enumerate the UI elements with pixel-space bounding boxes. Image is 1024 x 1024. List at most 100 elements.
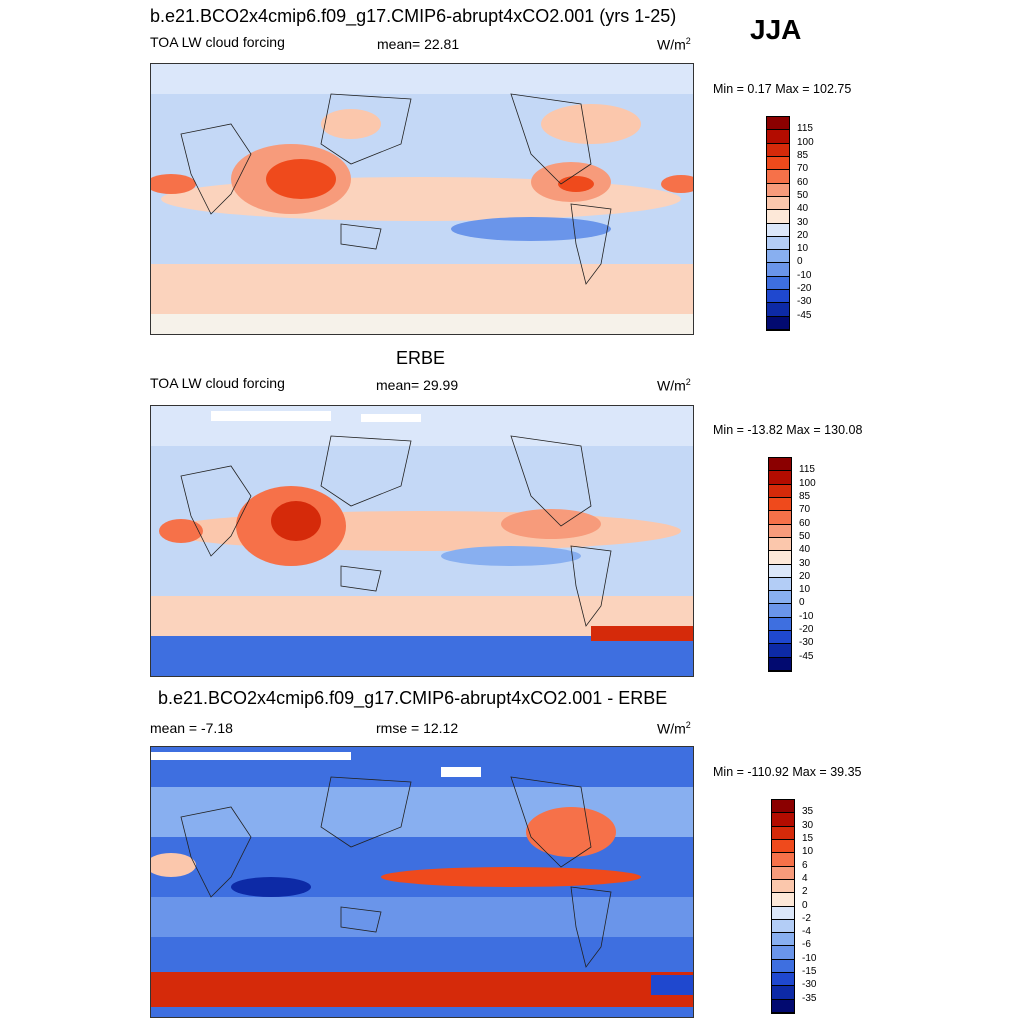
colorbar-box xyxy=(772,893,794,907)
colorbar-label: 85 xyxy=(799,490,811,502)
panel2-map xyxy=(150,405,694,677)
colorbar-label: 60 xyxy=(797,176,809,188)
colorbar-box xyxy=(772,839,794,854)
colorbar-label: 60 xyxy=(799,517,811,529)
colorbar-box xyxy=(769,524,791,538)
colorbar-label: 70 xyxy=(799,504,811,516)
colorbar-label: -35 xyxy=(802,992,817,1004)
colorbar-label: 6 xyxy=(802,859,808,871)
colorbar-label: -20 xyxy=(797,283,812,295)
colorbar-label: 0 xyxy=(802,899,808,911)
colorbar-label: 30 xyxy=(802,819,814,831)
colorbar-box xyxy=(767,156,789,171)
colorbar-label: -10 xyxy=(802,952,817,964)
colorbar-box xyxy=(769,458,791,472)
colorbar-label: 115 xyxy=(799,464,815,476)
colorbar-label: 85 xyxy=(797,149,809,161)
colorbar-box xyxy=(767,250,789,264)
colorbar-box xyxy=(772,959,794,974)
colorbar-label: 40 xyxy=(799,544,811,556)
colorbar-label: -15 xyxy=(802,966,817,978)
panel1-units: W/m2 xyxy=(657,36,691,53)
colorbar-label: 10 xyxy=(799,584,811,596)
panel2-colorbar: 115 100 85 70 60 50 40 30 20 10 0 -10 -20 -30 -45 xyxy=(768,457,816,672)
panel2-minmax: Min = -13.82 Max = 130.08 xyxy=(713,423,863,437)
panel1-variable: TOA LW cloud forcing xyxy=(150,34,285,50)
colorbar-box xyxy=(767,290,789,304)
colorbar-label: 20 xyxy=(797,229,809,241)
colorbar-label: -45 xyxy=(797,309,812,321)
panel3-units: W/m2 xyxy=(657,720,691,737)
colorbar-box xyxy=(769,564,791,578)
colorbar-box xyxy=(772,853,794,867)
panel2-variable: TOA LW cloud forcing xyxy=(150,375,285,391)
panel3-rmse: rmse = 12.12 xyxy=(376,720,459,736)
colorbar-label: 50 xyxy=(797,189,809,201)
colorbar-box xyxy=(772,826,794,840)
panel1-colorbar: 115 100 85 70 60 50 40 30 20 10 0 -10 -20 -30 -45 xyxy=(766,116,814,331)
colorbar-label: 35 xyxy=(802,806,814,818)
colorbar-box xyxy=(772,946,794,960)
colorbar-box xyxy=(767,276,789,291)
colorbar-box xyxy=(767,183,789,197)
season-label: JJA xyxy=(750,14,802,45)
colorbar-label: -45 xyxy=(799,650,814,662)
panel2-units: W/m2 xyxy=(657,377,691,394)
colorbar-box xyxy=(767,130,789,144)
colorbar-label: -2 xyxy=(802,912,811,924)
colorbar-label: 4 xyxy=(802,872,808,884)
colorbar-label: -30 xyxy=(802,979,817,991)
colorbar-label: 100 xyxy=(797,136,814,148)
colorbar-label: 15 xyxy=(802,832,814,844)
colorbar-box xyxy=(772,879,794,894)
colorbar-box xyxy=(767,170,789,184)
colorbar-label: 40 xyxy=(797,203,809,215)
colorbar-box xyxy=(767,143,789,157)
colorbar-label: 2 xyxy=(802,886,808,898)
colorbar-box xyxy=(772,906,794,920)
colorbar-label: 30 xyxy=(799,557,811,569)
colorbar-box xyxy=(769,471,791,485)
colorbar-box xyxy=(772,973,794,987)
colorbar-box xyxy=(769,657,791,671)
colorbar-box xyxy=(772,866,794,880)
colorbar-box xyxy=(769,537,791,552)
colorbar-box xyxy=(767,263,789,277)
colorbar-label: 100 xyxy=(799,477,816,489)
colorbar-box xyxy=(769,591,791,605)
colorbar-box xyxy=(769,497,791,512)
colorbar-box xyxy=(769,551,791,565)
colorbar-box xyxy=(767,196,789,211)
colorbar-label: -20 xyxy=(799,624,814,636)
panel2-mean: mean= 29.99 xyxy=(376,377,459,393)
colorbar-label: -30 xyxy=(797,296,812,308)
colorbar-box xyxy=(769,631,791,645)
colorbar-label: 50 xyxy=(799,530,811,542)
panel3-title: b.e21.BCO2x4cmip6.f09_g17.CMIP6-abrupt4x… xyxy=(158,688,668,708)
colorbar-box xyxy=(769,484,791,498)
colorbar-box xyxy=(772,986,794,1000)
colorbar-box xyxy=(772,919,794,934)
colorbar-box xyxy=(769,617,791,632)
panel1-map xyxy=(150,63,694,335)
colorbar-label: -10 xyxy=(797,269,812,281)
colorbar-label: 10 xyxy=(802,846,814,858)
colorbar-box xyxy=(767,210,789,224)
colorbar-box xyxy=(767,236,789,251)
colorbar-label: 0 xyxy=(797,256,803,268)
panel3-mean: mean = -7.18 xyxy=(150,720,233,736)
colorbar-box xyxy=(769,577,791,592)
colorbar-box xyxy=(767,303,789,317)
colorbar-box xyxy=(769,644,791,658)
colorbar-box xyxy=(772,933,794,947)
panel1-minmax: Min = 0.17 Max = 102.75 xyxy=(713,82,852,96)
colorbar-box xyxy=(772,813,794,827)
colorbar-box xyxy=(767,117,789,131)
colorbar-box xyxy=(767,223,789,237)
panel3-map xyxy=(150,746,694,1018)
colorbar-label: 10 xyxy=(797,243,809,255)
colorbar-label: 70 xyxy=(797,163,809,175)
panel3-minmax: Min = -110.92 Max = 39.35 xyxy=(713,765,862,779)
colorbar-box xyxy=(772,800,794,814)
colorbar-box xyxy=(769,511,791,525)
